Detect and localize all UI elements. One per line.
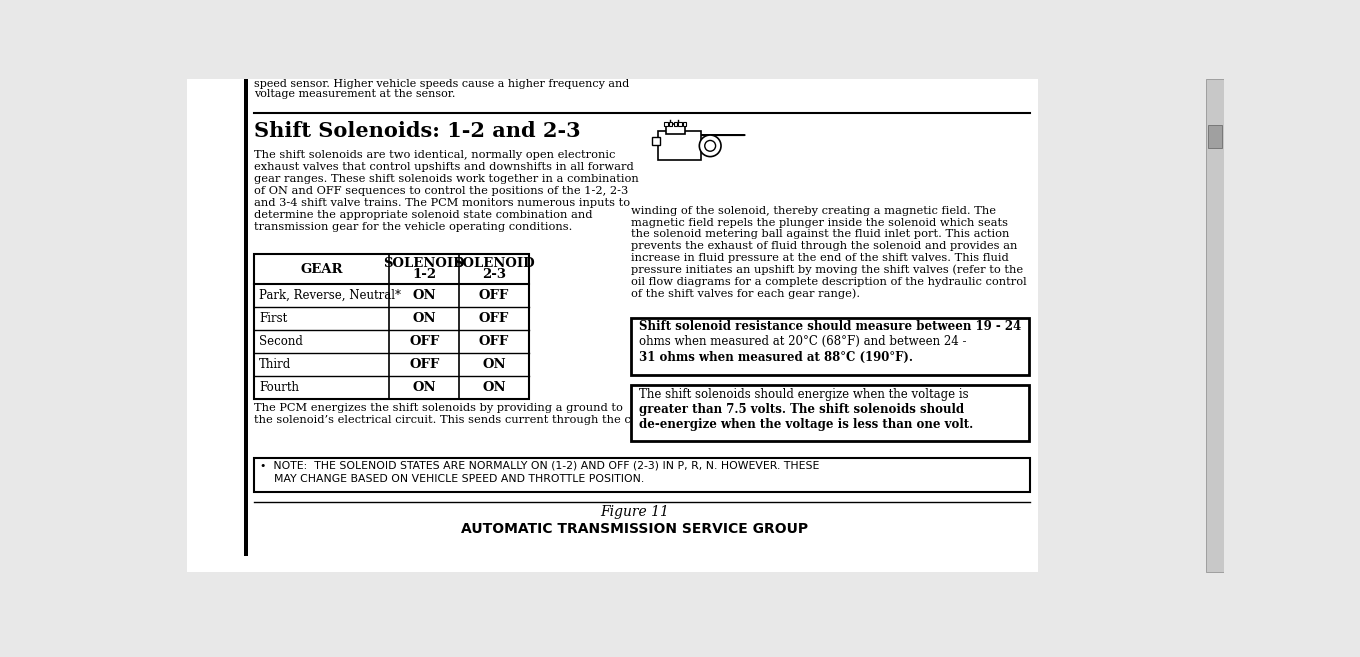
Bar <box>679 122 681 125</box>
Text: OFF: OFF <box>479 335 509 348</box>
Text: ON: ON <box>412 288 437 302</box>
Text: OFF: OFF <box>409 358 439 371</box>
Text: SOLENOID: SOLENOID <box>384 257 465 270</box>
Bar <box>631 385 1028 441</box>
Text: de-energize when the voltage is less than one volt.: de-energize when the voltage is less tha… <box>639 419 974 432</box>
Bar <box>665 122 668 125</box>
Text: Figure 11: Figure 11 <box>601 505 669 519</box>
Text: ON: ON <box>483 381 506 394</box>
Text: and 3-4 shift valve trains. The PCM monitors numerous inputs to: and 3-4 shift valve trains. The PCM moni… <box>254 198 630 208</box>
Text: First: First <box>260 312 287 325</box>
Bar <box>666 124 685 134</box>
Text: MAY CHANGE BASED ON VEHICLE SPEED AND THROTTLE POSITION.: MAY CHANGE BASED ON VEHICLE SPEED AND TH… <box>260 474 645 484</box>
Text: prevents the exhaust of fluid through the solenoid and provides an: prevents the exhaust of fluid through th… <box>631 241 1017 252</box>
Text: of the shift valves for each gear range).: of the shift valves for each gear range)… <box>631 288 861 299</box>
Text: the solenoid’s electrical circuit. This sends current through the coil: the solenoid’s electrical circuit. This … <box>254 415 645 425</box>
Text: SOLENOID: SOLENOID <box>453 257 534 270</box>
Text: Shift Solenoids: 1-2 and 2-3: Shift Solenoids: 1-2 and 2-3 <box>254 121 581 141</box>
Text: 1-2: 1-2 <box>412 268 437 281</box>
Text: Second: Second <box>260 335 303 348</box>
Text: ON: ON <box>412 312 437 325</box>
Text: speed sensor. Higher vehicle speeds cause a higher frequency and: speed sensor. Higher vehicle speeds caus… <box>254 79 628 89</box>
Text: The shift solenoids should energize when the voltage is: The shift solenoids should energize when… <box>639 388 968 401</box>
Bar <box>1208 125 1223 148</box>
Text: ohms when measured at 20°C (68°F) and between 24 -: ohms when measured at 20°C (68°F) and be… <box>639 335 967 348</box>
Text: 31 ohms when measured at 88°C (190°F).: 31 ohms when measured at 88°C (190°F). <box>639 351 913 364</box>
Circle shape <box>699 135 721 156</box>
Text: voltage measurement at the sensor.: voltage measurement at the sensor. <box>254 89 456 99</box>
Text: the solenoid metering ball against the fluid inlet port. This action: the solenoid metering ball against the f… <box>631 229 1009 239</box>
Text: transmission gear for the vehicle operating conditions.: transmission gear for the vehicle operat… <box>254 222 573 232</box>
Bar <box>669 122 672 125</box>
Bar <box>673 122 677 125</box>
Circle shape <box>704 141 715 151</box>
Text: oil flow diagrams for a complete description of the hydraulic control: oil flow diagrams for a complete descrip… <box>631 277 1027 287</box>
Text: 2-3: 2-3 <box>481 268 506 281</box>
Text: pressure initiates an upshift by moving the shift valves (refer to the: pressure initiates an upshift by moving … <box>631 265 1023 275</box>
Bar <box>254 459 1031 492</box>
Text: gear ranges. These shift solenoids work together in a combination: gear ranges. These shift solenoids work … <box>254 174 638 184</box>
Text: OFF: OFF <box>479 312 509 325</box>
Bar <box>254 254 529 399</box>
Text: OFF: OFF <box>409 335 439 348</box>
Text: greater than 7.5 volts. The shift solenoids should: greater than 7.5 volts. The shift soleno… <box>639 403 964 416</box>
Bar <box>631 317 1028 374</box>
Text: Shift solenoid resistance should measure between 19 - 24: Shift solenoid resistance should measure… <box>639 320 1021 333</box>
Text: The PCM energizes the shift solenoids by providing a ground to: The PCM energizes the shift solenoids by… <box>254 403 623 413</box>
Text: increase in fluid pressure at the end of the shift valves. This fluid: increase in fluid pressure at the end of… <box>631 254 1009 263</box>
Text: ON: ON <box>483 358 506 371</box>
Bar <box>651 137 660 145</box>
Bar <box>188 79 1038 572</box>
Text: exhaust valves that control upshifts and downshifts in all forward: exhaust valves that control upshifts and… <box>254 162 634 172</box>
Text: AUTOMATIC TRANSMISSION SERVICE GROUP: AUTOMATIC TRANSMISSION SERVICE GROUP <box>461 522 809 536</box>
Text: determine the appropriate solenoid state combination and: determine the appropriate solenoid state… <box>254 210 592 220</box>
Bar <box>1206 79 1224 572</box>
Text: winding of the solenoid, thereby creating a magnetic field. The: winding of the solenoid, thereby creatin… <box>631 206 996 215</box>
Text: •  NOTE:  THE SOLENOID STATES ARE NORMALLY ON (1-2) AND OFF (2-3) IN P, R, N. HO: • NOTE: THE SOLENOID STATES ARE NORMALLY… <box>260 461 819 470</box>
Text: GEAR: GEAR <box>301 263 343 275</box>
Text: Fourth: Fourth <box>260 381 299 394</box>
Text: of ON and OFF sequences to control the positions of the 1-2, 2-3: of ON and OFF sequences to control the p… <box>254 186 628 196</box>
Text: magnetic field repels the plunger inside the solenoid which seats: magnetic field repels the plunger inside… <box>631 217 1008 227</box>
Text: Park, Reverse, Neutral*: Park, Reverse, Neutral* <box>260 288 401 302</box>
Bar <box>683 122 687 125</box>
Text: ON: ON <box>412 381 437 394</box>
Bar <box>245 79 249 556</box>
Text: OFF: OFF <box>479 288 509 302</box>
Text: Third: Third <box>260 358 291 371</box>
Text: The shift solenoids are two identical, normally open electronic: The shift solenoids are two identical, n… <box>254 150 615 160</box>
Bar <box>658 131 700 160</box>
